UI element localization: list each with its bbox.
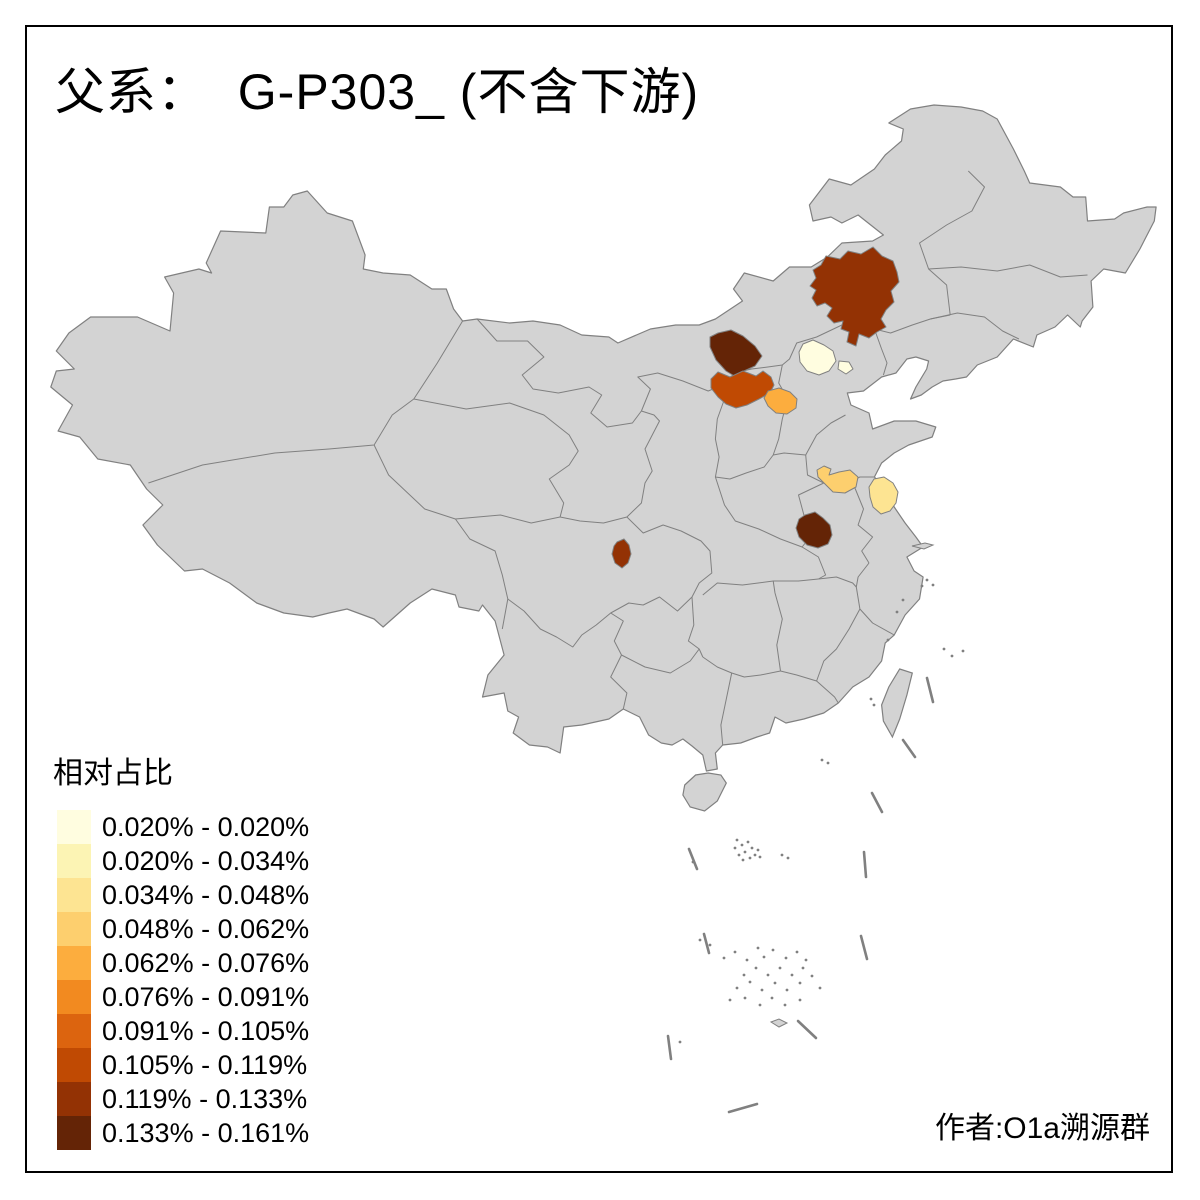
nine-dash-line	[666, 676, 935, 1114]
legend-swatch	[57, 946, 91, 980]
legend-label: 0.105% - 0.119%	[102, 1049, 308, 1080]
legend-label: 0.020% - 0.034%	[102, 845, 310, 876]
legend-label: 0.076% - 0.091%	[102, 981, 310, 1012]
legend-label: 0.091% - 0.105%	[102, 1015, 310, 1046]
legend-title: 相对占比	[53, 757, 173, 790]
legend-label: 0.062% - 0.076%	[102, 947, 310, 978]
highlighted-region-r7	[868, 476, 899, 515]
sea-islands	[678, 578, 965, 1044]
legend-item: 0.133% - 0.161%	[50, 1116, 309, 1150]
highlighted-region-r3	[809, 246, 900, 347]
legend-item: 0.076% - 0.091%	[50, 980, 309, 1014]
figure-title: 父系： G-P303_ (不含下游)	[55, 64, 700, 120]
legend-swatch	[57, 1082, 91, 1116]
legend-label: 0.048% - 0.062%	[102, 913, 310, 944]
legend-label: 0.034% - 0.048%	[102, 879, 310, 910]
legend-item: 0.034% - 0.048%	[50, 878, 309, 912]
legend-swatch	[57, 1116, 91, 1150]
legend-item: 0.062% - 0.076%	[50, 946, 309, 980]
author-credit: 作者:O1a溯源群	[934, 1112, 1150, 1145]
legend: 相对占比 0.020% - 0.020% 0.020% - 0.034% 0.0…	[50, 748, 309, 1150]
legend-swatch	[57, 810, 91, 844]
highlighted-regions	[611, 246, 900, 569]
highlighted-region-r8	[795, 511, 833, 549]
legend-item: 0.119% - 0.133%	[50, 1082, 309, 1116]
legend-label: 0.119% - 0.133%	[102, 1083, 308, 1114]
province-borders	[148, 170, 1088, 746]
highlighted-region-r4	[798, 339, 837, 376]
legend-item: 0.020% - 0.034%	[50, 844, 309, 878]
legend-item: 0.048% - 0.062%	[50, 912, 309, 946]
legend-swatch	[57, 1014, 91, 1048]
highlighted-region-r4	[837, 360, 854, 375]
legend-swatch	[57, 844, 91, 878]
legend-swatch	[57, 878, 91, 912]
legend-label: 0.020% - 0.020%	[102, 811, 310, 842]
legend-label: 0.133% - 0.161%	[102, 1117, 310, 1148]
highlighted-region-r6	[816, 465, 859, 494]
legend-swatch	[57, 1048, 91, 1082]
plot-frame	[25, 25, 1173, 1173]
highlighted-region-r9	[611, 538, 632, 569]
legend-swatch	[57, 980, 91, 1014]
legend-swatch	[57, 912, 91, 946]
legend-item: 0.105% - 0.119%	[50, 1048, 309, 1082]
legend-item: 0.091% - 0.105%	[50, 1014, 309, 1048]
legend-rows: 0.020% - 0.020% 0.020% - 0.034% 0.034% -…	[50, 810, 309, 1150]
highlighted-region-r2	[710, 370, 775, 409]
highlighted-region-r5	[763, 387, 798, 415]
legend-item: 0.020% - 0.020%	[50, 810, 309, 844]
